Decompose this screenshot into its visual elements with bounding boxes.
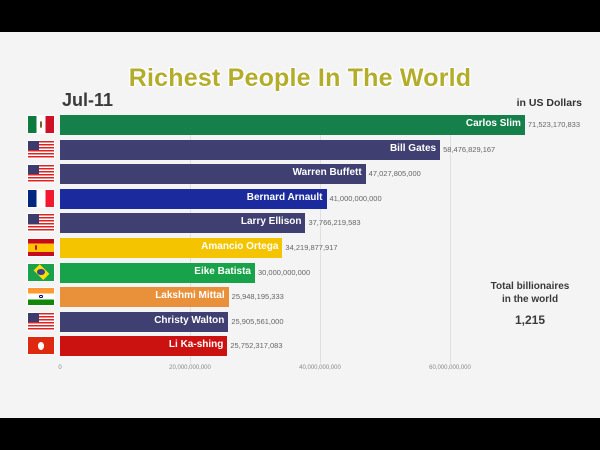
flag-art-us-icon — [28, 214, 54, 232]
country-flag-icon — [27, 115, 55, 134]
bar-label-value: 58,476,829,167 — [443, 144, 496, 154]
bar-chart-plot-area: Carlos Slim 71,523,170,833 Bill Gates 58,47… — [0, 115, 600, 363]
bar — [60, 115, 525, 135]
x-axis-tick-label: 0 — [58, 365, 62, 371]
currency-note: in US Dollars — [516, 97, 582, 109]
bar-row: Bill Gates 58,476,829,167 — [0, 139, 600, 160]
bar-label-value: 34,219,877,917 — [285, 243, 338, 252]
gridline — [450, 115, 451, 363]
bar-label-name: Warren Buffett — [292, 167, 362, 179]
bar-row: Warren Buffett 47,027,805,000 — [0, 164, 600, 185]
bar-label-value: 30,000,000,000 — [258, 267, 311, 277]
bar — [60, 262, 255, 283]
page-title: Richest People In The World — [128, 64, 472, 92]
bar-row: Eike Batista 30,000,000,000 — [0, 262, 600, 283]
bar-label-value: 37,766,219,583 — [308, 218, 361, 228]
gridline — [320, 115, 321, 363]
bar-label-name: Eike Batista — [194, 265, 251, 277]
flag-art-us-icon — [28, 312, 54, 330]
bar-label-value: 47,027,805,000 — [368, 169, 421, 179]
x-axis-tick-label: 20,000,000,000 — [169, 365, 211, 371]
country-flag-icon — [27, 164, 55, 184]
bar-label-name: Larry Ellison — [240, 216, 302, 228]
bar — [60, 336, 228, 357]
bar — [60, 139, 441, 160]
bar — [60, 164, 366, 185]
bar-label-value: 71,523,170,833 — [527, 120, 581, 129]
total-billionaires-panel: Total billionaires in the world 1,215 — [470, 280, 590, 327]
country-flag-icon — [27, 336, 55, 356]
total-billionaires-count: 1,215 — [514, 313, 546, 327]
bar-label-name: Christy Walton — [154, 314, 225, 326]
bar-row: Lakshmi Mittal 25,948,195,333 — [0, 287, 600, 308]
flag-art-hk-icon — [28, 337, 54, 355]
country-flag-icon — [27, 213, 55, 233]
bar-row: Bernard Arnault 41,000,000,000 — [0, 188, 600, 209]
bar-label-value: 25,752,317,083 — [230, 341, 283, 351]
flag-art-us-icon — [28, 140, 54, 158]
bar-label-value: 41,000,000,000 — [329, 193, 382, 203]
bar — [60, 238, 283, 258]
bar — [60, 287, 229, 308]
country-flag-icon — [27, 262, 55, 282]
date-label: Jul-11 — [62, 90, 114, 110]
flag-art-in-icon — [28, 288, 54, 306]
bar-label-value: 25,948,195,333 — [231, 292, 284, 302]
chart-canvas: Richest People In The World Jul-11 in US… — [0, 32, 600, 418]
country-flag-icon — [27, 188, 55, 208]
country-flag-icon — [27, 238, 55, 257]
x-axis: 0 20,000,000,000 40,000,000,000 60,000,000,… — [0, 365, 600, 379]
bar-row: Larry Ellison 37,766,219,583 — [0, 213, 600, 234]
flag-art-br-icon — [28, 263, 54, 281]
country-flag-icon — [27, 287, 55, 307]
bar-row: Li Ka-shing 25,752,317,083 — [0, 336, 600, 357]
flag-art-mx-icon — [28, 116, 54, 133]
flag-art-us-icon — [28, 165, 54, 183]
bar-label-name: Carlos Slim — [465, 118, 521, 129]
x-axis-tick-label: 60,000,000,000 — [429, 365, 471, 371]
bar-label-value: 25,905,561,000 — [231, 316, 284, 326]
bar-row: Christy Walton 25,905,561,000 — [0, 311, 600, 332]
letterbox-top-bar — [0, 0, 600, 32]
bar-row: Carlos Slim 71,523,170,833 — [0, 115, 600, 135]
bar-label-name: Amancio Ortega — [201, 241, 279, 252]
bar — [60, 188, 327, 209]
country-flag-icon — [27, 311, 55, 331]
bar-label-name: Li Ka-shing — [168, 339, 224, 351]
total-billionaires-line2: in the world — [501, 294, 559, 305]
flag-art-fr-icon — [28, 189, 54, 207]
bar-row: Amancio Ortega 34,219,877,917 — [0, 238, 600, 258]
flag-art-es-icon — [28, 239, 54, 256]
bar — [60, 213, 306, 234]
bar — [60, 311, 229, 332]
country-flag-icon — [27, 139, 55, 159]
letterbox-bottom-bar — [0, 418, 600, 450]
x-axis-tick-label: 40,000,000,000 — [299, 365, 341, 371]
bar-label-name: Lakshmi Mittal — [155, 290, 225, 302]
bar-label-name: Bernard Arnault — [246, 191, 323, 203]
bar-label-name: Bill Gates — [389, 142, 437, 154]
total-billionaires-line1: Total billionaires — [490, 281, 570, 292]
